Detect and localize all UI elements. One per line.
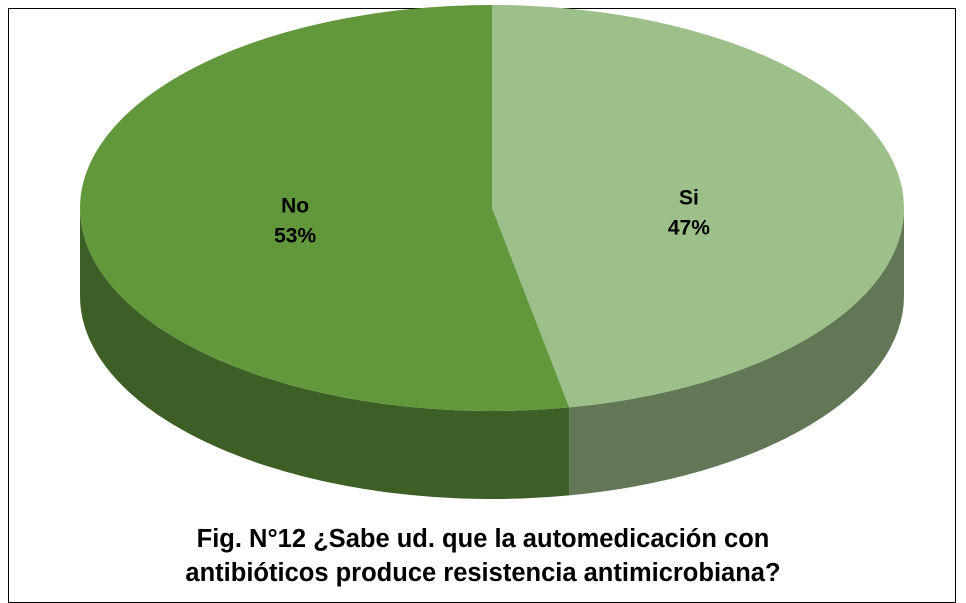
- slice-category: No: [281, 194, 309, 217]
- pie-slice: [79, 5, 570, 411]
- chart-title: Fig. N°12 ¿Sabe ud. que la automedicació…: [185, 525, 781, 587]
- pie-side: [569, 208, 904, 496]
- slice-label: 53%: [274, 224, 316, 247]
- slice-category: Si: [679, 187, 699, 210]
- pie-slice: [492, 5, 904, 408]
- slice-label: 47%: [668, 217, 710, 240]
- pie-side: [80, 208, 570, 499]
